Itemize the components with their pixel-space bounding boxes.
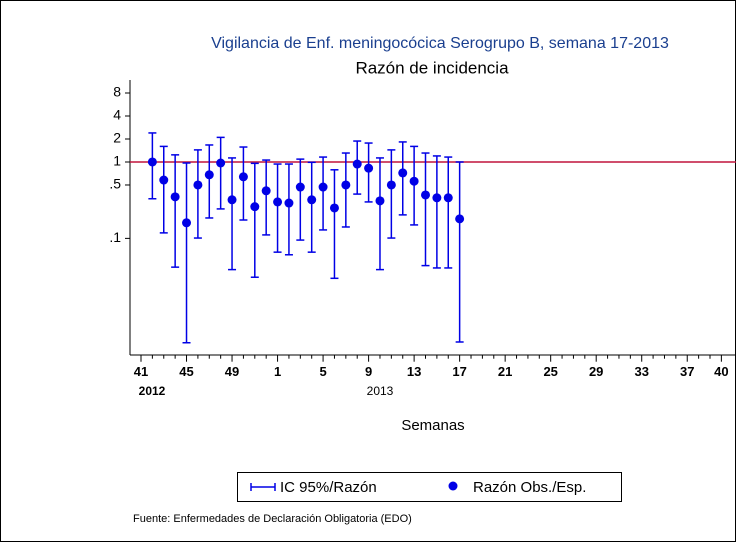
point — [386, 180, 396, 190]
y-tick-label: 8 — [113, 84, 121, 100]
point — [432, 193, 442, 203]
point — [250, 202, 260, 212]
point — [455, 214, 465, 224]
y-tick-label: 1 — [113, 153, 121, 169]
point — [398, 168, 408, 178]
point — [182, 218, 192, 228]
year-label: 2012 — [139, 384, 166, 398]
x-tick-label: 1 — [274, 364, 281, 379]
year-label: 2013 — [367, 384, 394, 398]
point — [170, 192, 180, 202]
point — [341, 180, 351, 190]
x-tick-label: 45 — [179, 364, 193, 379]
source-note: Fuente: Enfermedades de Declaración Obli… — [133, 513, 412, 525]
x-tick-label: 25 — [543, 364, 557, 379]
point — [409, 176, 419, 186]
point — [295, 182, 305, 192]
x-tick-label: 49 — [225, 364, 239, 379]
x-tick-label: 37 — [680, 364, 694, 379]
x-axis-label: Semanas — [401, 417, 464, 434]
point — [375, 196, 385, 206]
point — [159, 175, 169, 185]
x-tick-label: 41 — [134, 364, 148, 379]
point — [352, 159, 362, 169]
legend-box — [237, 472, 622, 502]
y-tick-label: 2 — [113, 130, 121, 146]
point — [193, 180, 203, 190]
point — [227, 195, 237, 205]
chart-subtitle: Razón de incidencia — [355, 58, 509, 77]
x-tick-label: 40 — [714, 364, 728, 379]
chart-title: Vigilancia de Enf. meningocócica Serogru… — [211, 35, 669, 52]
x-tick-label: 5 — [319, 364, 326, 379]
point — [364, 163, 374, 173]
x-tick-label: 33 — [634, 364, 648, 379]
point — [329, 203, 339, 213]
point — [284, 198, 294, 208]
point — [204, 170, 214, 180]
x-tick-label: 17 — [452, 364, 466, 379]
x-tick-label: 29 — [589, 364, 603, 379]
legend-label: Razón Obs./Esp. — [473, 479, 586, 496]
y-tick-label: .1 — [109, 229, 121, 245]
legend-marker — [448, 481, 458, 491]
point — [318, 182, 328, 192]
y-tick-label: 4 — [113, 107, 121, 123]
point — [147, 157, 157, 167]
point — [421, 190, 430, 200]
point — [216, 158, 226, 168]
y-tick-label: .5 — [109, 176, 121, 192]
x-tick-label: 13 — [407, 364, 421, 379]
point — [261, 186, 271, 196]
point — [273, 197, 283, 207]
legend-label: IC 95%/Razón — [280, 479, 377, 496]
point — [238, 172, 248, 182]
x-tick-label: 9 — [365, 364, 372, 379]
point — [443, 193, 453, 203]
point — [307, 195, 317, 205]
x-tick-label: 21 — [498, 364, 512, 379]
